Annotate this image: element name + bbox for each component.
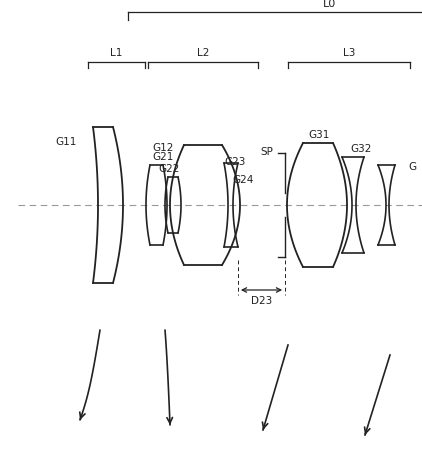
Text: G32: G32 [350, 144, 371, 154]
Text: D23: D23 [251, 296, 272, 306]
Text: L1: L1 [110, 48, 123, 58]
Text: L0: L0 [323, 0, 337, 9]
Text: G24: G24 [232, 175, 253, 185]
Text: G22: G22 [158, 164, 179, 174]
Text: G11: G11 [55, 137, 76, 147]
Text: G12: G12 [152, 143, 173, 153]
Text: G: G [408, 162, 416, 172]
Text: G21: G21 [152, 152, 173, 162]
Text: G23: G23 [224, 157, 245, 167]
Text: L2: L2 [197, 48, 209, 58]
Text: SP: SP [260, 147, 273, 157]
Text: L3: L3 [343, 48, 355, 58]
Text: G31: G31 [308, 130, 330, 140]
